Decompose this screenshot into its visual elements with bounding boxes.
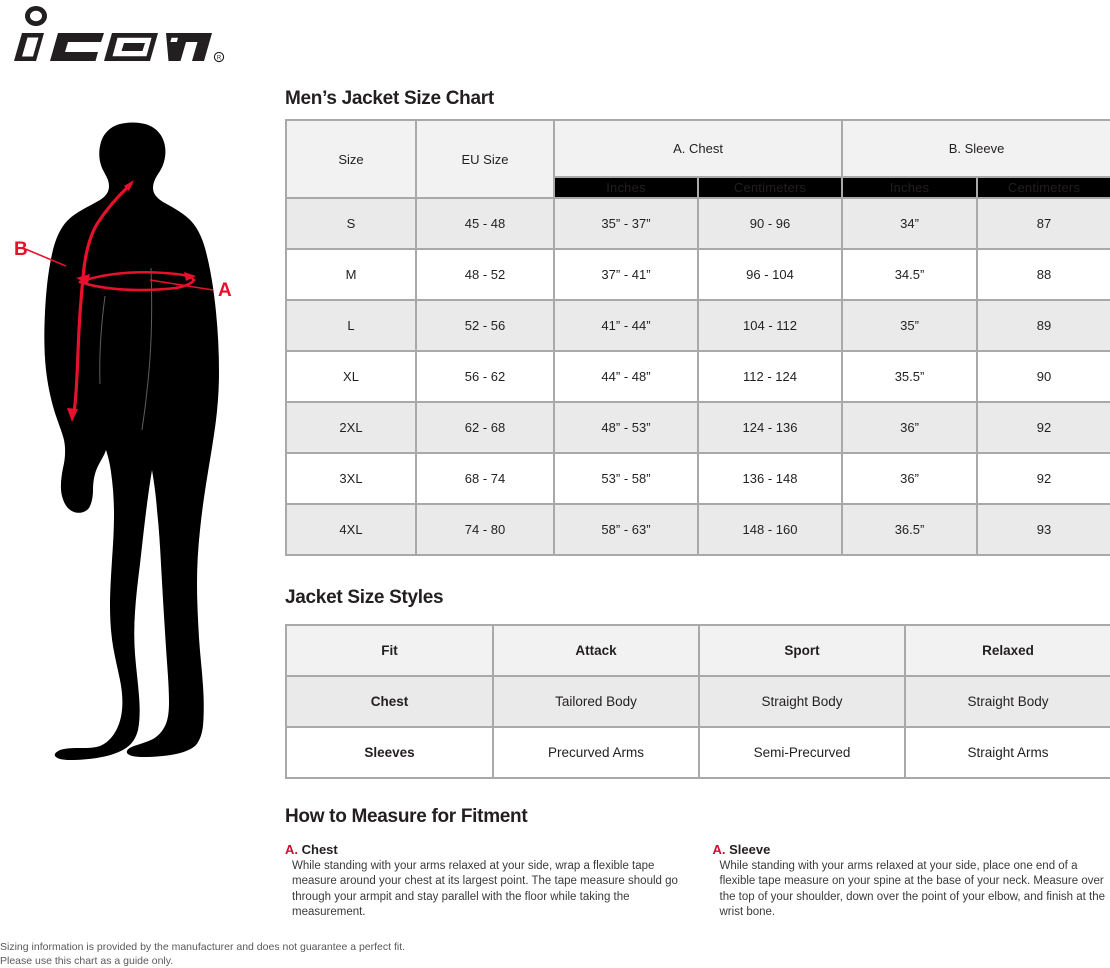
styles-title: Jacket Size Styles bbox=[285, 587, 443, 609]
cell-sleeve-cm: 92 bbox=[978, 454, 1110, 505]
cell-size: L bbox=[287, 301, 417, 352]
cell-chest-in: 37” - 41” bbox=[555, 250, 699, 301]
table-row: M 48 - 52 37” - 41” 96 - 104 34.5” 88 bbox=[287, 250, 1110, 301]
table-row: Chest Tailored Body Straight Body Straig… bbox=[287, 677, 1110, 728]
styles-table: Fit Attack Sport Relaxed Chest Tailored … bbox=[285, 624, 1110, 779]
cell-chest-in: 53” - 58” bbox=[555, 454, 699, 505]
cell-sleeve-in: 35.5” bbox=[843, 352, 978, 403]
howto-chest-letter: A. bbox=[285, 842, 298, 857]
measurement-figure: B A bbox=[0, 100, 270, 780]
cell-eu: 45 - 48 bbox=[417, 199, 555, 250]
disclaimer: Sizing information is provided by the ma… bbox=[0, 940, 560, 968]
cell-sleeve-cm: 92 bbox=[978, 403, 1110, 454]
styles-header-fit: Fit bbox=[287, 626, 494, 677]
cell-sleeve-cm: 87 bbox=[978, 199, 1110, 250]
col-header-chest: A. Chest bbox=[555, 121, 843, 178]
howto-chest-heading: A. Chest bbox=[285, 842, 683, 857]
cell-sleeve-in: 35” bbox=[843, 301, 978, 352]
cell-chest-in: 44” - 48” bbox=[555, 352, 699, 403]
cell-style-sport: Straight Body bbox=[700, 677, 906, 728]
cell-eu: 74 - 80 bbox=[417, 505, 555, 556]
cell-size: 3XL bbox=[287, 454, 417, 505]
cell-eu: 48 - 52 bbox=[417, 250, 555, 301]
howto-sleeve-letter: A. bbox=[713, 842, 726, 857]
cell-eu: 68 - 74 bbox=[417, 454, 555, 505]
col-header-eu-size: EU Size bbox=[417, 121, 555, 199]
cell-size: 2XL bbox=[287, 403, 417, 454]
cell-style-attack: Tailored Body bbox=[494, 677, 700, 728]
cell-chest-in: 48” - 53” bbox=[555, 403, 699, 454]
table-row: 3XL 68 - 74 53” - 58” 136 - 148 36” 92 bbox=[287, 454, 1110, 505]
cell-sleeve-in: 36” bbox=[843, 454, 978, 505]
table-row: Sleeves Precurved Arms Semi-Precurved St… bbox=[287, 728, 1110, 779]
cell-size: XL bbox=[287, 352, 417, 403]
body-silhouette bbox=[44, 123, 219, 761]
styles-header-attack: Attack bbox=[494, 626, 700, 677]
cell-style-relaxed: Straight Arms bbox=[906, 728, 1110, 779]
cell-chest-in: 41” - 44” bbox=[555, 301, 699, 352]
cell-chest-in: 58” - 63” bbox=[555, 505, 699, 556]
cell-sleeve-cm: 88 bbox=[978, 250, 1110, 301]
label-a: A bbox=[218, 280, 232, 301]
cell-chest-cm: 148 - 160 bbox=[699, 505, 843, 556]
cell-sleeve-in: 36” bbox=[843, 403, 978, 454]
howto-sleeve-text: While standing with your arms relaxed at… bbox=[713, 859, 1110, 920]
col-header-sleeve: B. Sleeve bbox=[843, 121, 1110, 178]
label-b: B bbox=[14, 239, 28, 260]
howto-chest-name: Chest bbox=[302, 842, 338, 857]
howto-title: How to Measure for Fitment bbox=[285, 806, 1110, 828]
cell-chest-cm: 112 - 124 bbox=[699, 352, 843, 403]
cell-eu: 56 - 62 bbox=[417, 352, 555, 403]
cell-style-attack: Precurved Arms bbox=[494, 728, 700, 779]
cell-eu: 52 - 56 bbox=[417, 301, 555, 352]
col-header-chest-centimeters: Centimeters bbox=[699, 178, 843, 199]
cell-sleeve-cm: 89 bbox=[978, 301, 1110, 352]
table-row: Fit Attack Sport Relaxed bbox=[287, 626, 1110, 677]
cell-chest-cm: 124 - 136 bbox=[699, 403, 843, 454]
col-header-size: Size bbox=[287, 121, 417, 199]
cell-chest-cm: 104 - 112 bbox=[699, 301, 843, 352]
table-row: 4XL 74 - 80 58” - 63” 148 - 160 36.5” 93 bbox=[287, 505, 1110, 556]
col-header-chest-inches: Inches bbox=[555, 178, 699, 199]
howto-sleeve-name: Sleeve bbox=[729, 842, 770, 857]
size-chart-title: Men’s Jacket Size Chart bbox=[285, 88, 494, 110]
styles-header-relaxed: Relaxed bbox=[906, 626, 1110, 677]
table-row: 2XL 62 - 68 48” - 53” 124 - 136 36” 92 bbox=[287, 403, 1110, 454]
col-header-sleeve-centimeters: Centimeters bbox=[978, 178, 1110, 199]
cell-sleeve-cm: 90 bbox=[978, 352, 1110, 403]
col-header-sleeve-inches: Inches bbox=[843, 178, 978, 199]
cell-sleeve-in: 34” bbox=[843, 199, 978, 250]
cell-chest-cm: 96 - 104 bbox=[699, 250, 843, 301]
howto-chest-text: While standing with your arms relaxed at… bbox=[285, 859, 683, 920]
cell-sleeve-in: 36.5” bbox=[843, 505, 978, 556]
howto-chest-block: A. Chest While standing with your arms r… bbox=[285, 842, 683, 920]
size-chart-table: Size EU Size A. Chest B. Sleeve Inches C… bbox=[285, 119, 1110, 556]
styles-header-sport: Sport bbox=[700, 626, 906, 677]
cell-size: M bbox=[287, 250, 417, 301]
table-row: S 45 - 48 35” - 37” 90 - 96 34” 87 bbox=[287, 199, 1110, 250]
cell-chest-cm: 90 - 96 bbox=[699, 199, 843, 250]
howto-sleeve-block: A. Sleeve While standing with your arms … bbox=[713, 842, 1110, 920]
cell-chest-in: 35” - 37” bbox=[555, 199, 699, 250]
cell-style-label: Chest bbox=[287, 677, 494, 728]
cell-chest-cm: 136 - 148 bbox=[699, 454, 843, 505]
cell-style-relaxed: Straight Body bbox=[906, 677, 1110, 728]
brand-logo: R bbox=[0, 0, 270, 70]
cell-style-label: Sleeves bbox=[287, 728, 494, 779]
cell-size: 4XL bbox=[287, 505, 417, 556]
how-to-measure-section: How to Measure for Fitment A. Chest Whil… bbox=[285, 806, 1110, 920]
cell-sleeve-cm: 93 bbox=[978, 505, 1110, 556]
table-row: XL 56 - 62 44” - 48” 112 - 124 35.5” 90 bbox=[287, 352, 1110, 403]
table-row: L 52 - 56 41” - 44” 104 - 112 35” 89 bbox=[287, 301, 1110, 352]
cell-size: S bbox=[287, 199, 417, 250]
disclaimer-line-1: Sizing information is provided by the ma… bbox=[0, 940, 560, 954]
disclaimer-line-2: Please use this chart as a guide only. bbox=[0, 954, 560, 968]
cell-eu: 62 - 68 bbox=[417, 403, 555, 454]
cell-style-sport: Semi-Precurved bbox=[700, 728, 906, 779]
cell-sleeve-in: 34.5” bbox=[843, 250, 978, 301]
howto-sleeve-heading: A. Sleeve bbox=[713, 842, 1110, 857]
svg-text:R: R bbox=[217, 56, 222, 62]
